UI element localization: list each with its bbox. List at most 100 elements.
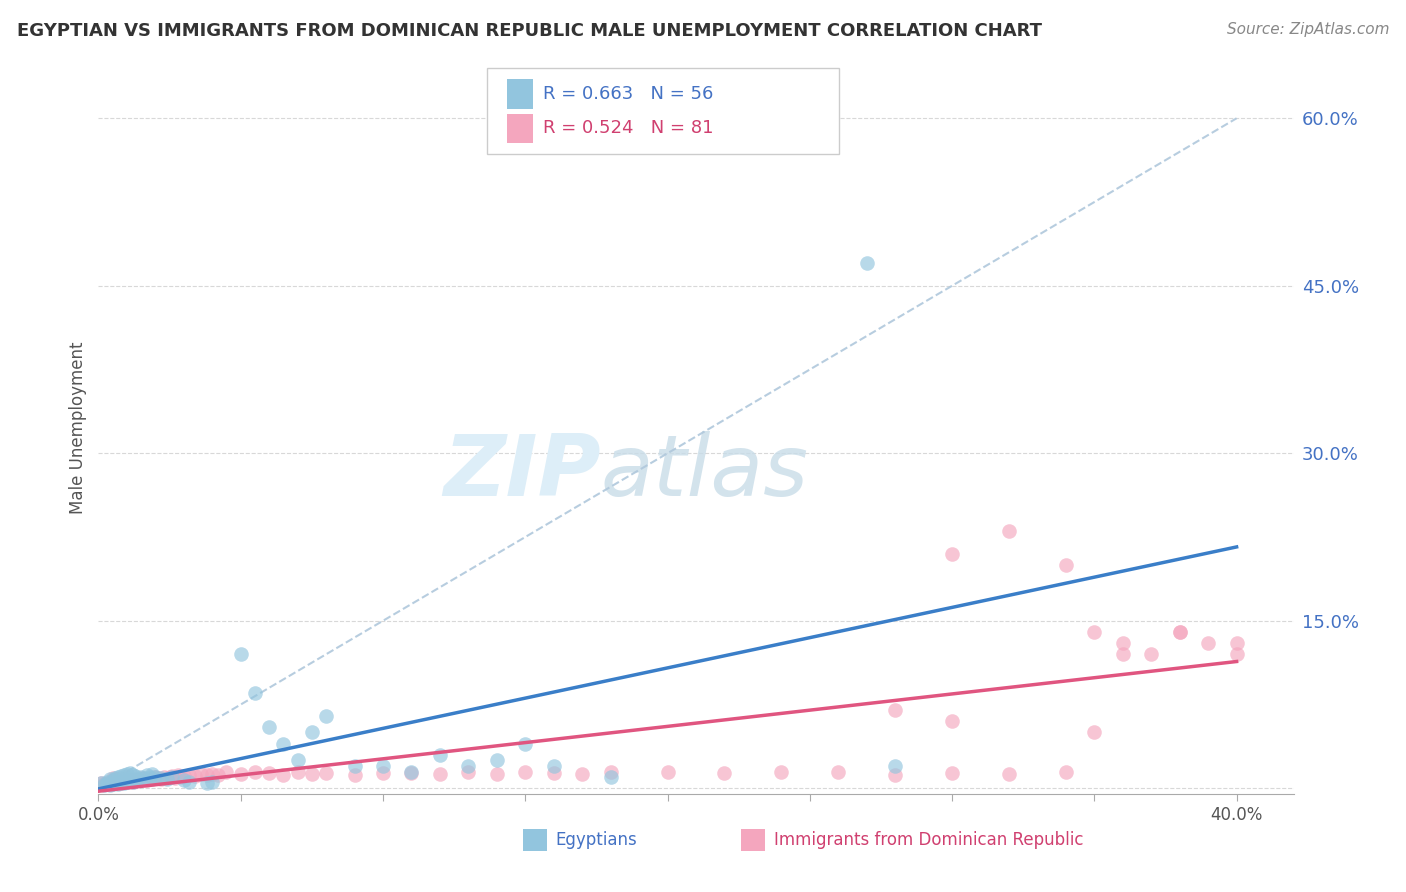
Point — [159, 770, 181, 784]
Point — [135, 768, 157, 782]
Point — [884, 703, 907, 717]
Point — [1168, 624, 1191, 639]
Point — [115, 766, 138, 780]
Point — [401, 765, 423, 780]
Point — [101, 771, 124, 785]
Point — [1054, 558, 1077, 572]
Point — [90, 775, 112, 789]
Point — [301, 766, 323, 780]
Point — [1197, 636, 1219, 650]
Point — [713, 765, 735, 780]
Point — [1112, 648, 1135, 662]
Point — [124, 769, 146, 783]
Point — [90, 775, 112, 789]
Point — [153, 770, 176, 784]
Point — [167, 768, 190, 782]
Point — [998, 766, 1021, 780]
Point — [941, 714, 963, 729]
Point — [156, 771, 179, 785]
Point — [229, 766, 252, 780]
Point — [827, 764, 849, 779]
Point — [101, 777, 124, 791]
Point — [107, 777, 129, 791]
Point — [315, 765, 337, 780]
Point — [104, 775, 127, 789]
Point — [429, 747, 451, 762]
Text: R = 0.524   N = 81: R = 0.524 N = 81 — [543, 120, 713, 137]
Point — [1112, 636, 1135, 650]
Point — [132, 772, 155, 787]
Point — [190, 766, 212, 780]
Point — [96, 775, 118, 789]
Point — [135, 773, 157, 788]
Point — [150, 771, 173, 785]
Point — [401, 764, 423, 779]
Point — [118, 773, 141, 788]
Text: Immigrants from Dominican Republic: Immigrants from Dominican Republic — [773, 831, 1083, 849]
Text: EGYPTIAN VS IMMIGRANTS FROM DOMINICAN REPUBLIC MALE UNEMPLOYMENT CORRELATION CHA: EGYPTIAN VS IMMIGRANTS FROM DOMINICAN RE… — [17, 22, 1042, 40]
Point — [179, 774, 201, 789]
Point — [179, 768, 201, 782]
Point — [243, 764, 266, 779]
Point — [112, 773, 135, 788]
Point — [112, 775, 135, 789]
Point — [115, 770, 138, 784]
Point — [273, 737, 295, 751]
Point — [170, 770, 193, 784]
Point — [229, 648, 252, 662]
Point — [184, 769, 207, 783]
Point — [941, 547, 963, 561]
Point — [101, 773, 124, 788]
Point — [543, 759, 565, 773]
Point — [315, 708, 337, 723]
Point — [93, 777, 115, 791]
Point — [457, 764, 479, 779]
Point — [515, 764, 537, 779]
Point — [257, 765, 280, 780]
Text: R = 0.663   N = 56: R = 0.663 N = 56 — [543, 85, 713, 103]
Point — [173, 773, 195, 788]
Point — [1083, 725, 1105, 739]
Point — [657, 764, 679, 779]
Point — [96, 774, 118, 789]
Point — [129, 771, 152, 785]
Point — [884, 768, 907, 782]
Point — [195, 775, 218, 789]
Point — [107, 774, 129, 789]
Point — [110, 775, 132, 789]
Point — [104, 771, 127, 785]
Point — [207, 768, 229, 782]
Point — [118, 773, 141, 788]
Point — [124, 772, 146, 787]
Point — [162, 769, 184, 783]
Point — [287, 764, 309, 779]
Bar — [508, 113, 533, 143]
Point — [1168, 624, 1191, 639]
Point — [115, 774, 138, 789]
Point — [150, 772, 173, 787]
Point — [201, 774, 224, 789]
Y-axis label: Male Unemployment: Male Unemployment — [69, 342, 87, 515]
Point — [429, 766, 451, 780]
Point — [515, 737, 537, 751]
Point — [96, 777, 118, 791]
Point — [257, 720, 280, 734]
Point — [104, 772, 127, 787]
Point — [143, 770, 166, 784]
Point — [101, 774, 124, 789]
Bar — [523, 829, 547, 851]
Point — [1226, 636, 1249, 650]
Point — [138, 770, 160, 784]
Point — [215, 764, 238, 779]
Text: atlas: atlas — [600, 431, 808, 514]
Point — [599, 764, 621, 779]
Point — [201, 766, 224, 780]
Point — [485, 753, 508, 767]
Point — [243, 686, 266, 700]
Point — [343, 768, 366, 782]
Point — [941, 765, 963, 780]
Point — [343, 759, 366, 773]
Point — [1140, 648, 1163, 662]
Point — [371, 759, 394, 773]
Bar — [508, 79, 533, 109]
